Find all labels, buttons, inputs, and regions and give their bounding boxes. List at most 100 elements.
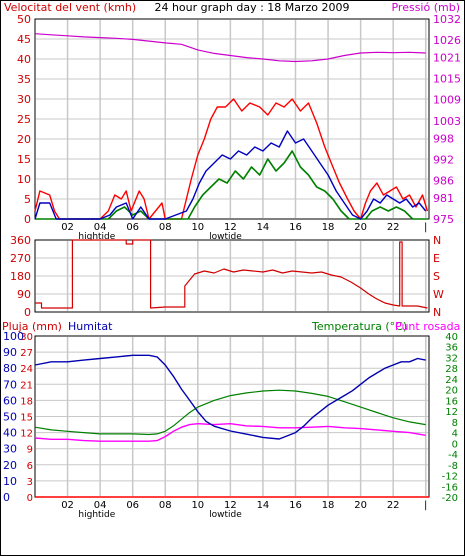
rain-tick-label: 0	[27, 493, 33, 504]
x-tick-label: 06	[126, 222, 139, 233]
humidity-panel-humidity-ticks: 0 10 20 30 40 50 60 70 80 90 100	[3, 330, 24, 504]
x-tick-label: 12	[224, 500, 237, 511]
pressure-tick-label: 998	[433, 132, 454, 145]
wind-avg-line	[34, 130, 427, 220]
temperature-tick-label: 20	[445, 386, 458, 397]
rain-tick-label: 18	[20, 396, 33, 407]
humidity-tick-label: 20	[3, 459, 17, 472]
temperature-tick-label: -16	[442, 482, 458, 493]
rain-tick-label: 12	[20, 429, 33, 440]
pressure-tick-label: 1015	[433, 73, 461, 86]
compass-tick-label: S	[433, 270, 440, 283]
temperature-tick-label: -8	[448, 461, 458, 472]
wind-speed-axis-title: Velocitat del vent (kmh)	[4, 1, 136, 14]
humidity-tick-label: 70	[3, 378, 17, 391]
temperature-line	[34, 389, 426, 436]
pressure-tick-label: 1021	[433, 52, 461, 65]
x-tick-label: 14	[257, 500, 270, 511]
humidity-tick-label: 30	[3, 443, 17, 456]
x-tick-label: 12	[224, 222, 237, 233]
tide-label: hightide	[78, 232, 115, 242]
humidity-tick-label: 90	[3, 346, 17, 359]
wind-speed-tick-label: 15	[17, 153, 31, 166]
wind-speed-tick-label: 35	[17, 73, 31, 86]
x-tick-label: 16	[289, 500, 302, 511]
wind-speed-tick-label: 0	[24, 213, 31, 226]
direction-tick-label: 360	[10, 234, 31, 247]
wind-speed-tick-label: 25	[17, 113, 31, 126]
direction-tick-label: 0	[24, 306, 31, 319]
compass-tick-label: N	[433, 234, 441, 247]
x-tick-label: 16	[289, 222, 302, 233]
humidity-panel-rain-ticks: 0 3 6 9 12 15 18 21 24 27 30	[20, 332, 33, 504]
x-tick-label: 02	[61, 500, 74, 511]
wind-speed-tick-label: 50	[17, 13, 31, 26]
tide-label: hightide	[78, 510, 115, 520]
pressure-tick-label: 975	[433, 213, 454, 226]
direction-tick-label: 90	[17, 288, 31, 301]
humidity-panel-grid	[36, 337, 428, 496]
wind-speed-tick-label: 40	[17, 53, 31, 66]
x-tick-label: 02	[61, 222, 74, 233]
temperature-tick-label: 40	[445, 332, 458, 343]
humidity-tick-label: 10	[3, 475, 17, 488]
x-tick-label: 14	[257, 222, 270, 233]
direction-tick-label: 270	[10, 252, 31, 265]
humidity-tick-label: 40	[3, 427, 17, 440]
wind-speed-tick-label: 10	[17, 173, 31, 186]
x-tick-label: 04	[94, 222, 107, 233]
x-tick-label: |	[424, 500, 427, 511]
temperature-tick-label: 36	[445, 343, 458, 354]
pressure-tick-label: 1026	[433, 34, 461, 47]
temperature-tick-label: 0	[452, 439, 458, 450]
humidity-axis-title: Humitat	[68, 320, 113, 333]
pressure-tick-label: 986	[433, 174, 454, 187]
rain-tick-label: 3	[27, 477, 33, 488]
x-tick-label: 22	[387, 222, 400, 233]
rain-tick-label: 24	[20, 364, 33, 375]
temperature-tick-label: 4	[452, 429, 458, 440]
wind-panel-grid	[36, 20, 428, 218]
rain-tick-label: 15	[20, 413, 33, 424]
humidity-panel-series	[34, 354, 429, 498]
pressure-line	[34, 33, 426, 63]
dewpoint-axis-title: Punt rosada	[395, 320, 460, 333]
rain-tick-label: 6	[27, 461, 33, 472]
temperature-tick-label: 24	[445, 375, 458, 386]
humidity-panel-x-ticks: 02 04 06 08 10 12 14 16 18 20 22 |	[61, 500, 427, 511]
compass-tick-label: W	[433, 288, 444, 301]
x-tick-label: 22	[387, 500, 400, 511]
x-tick-label: 18	[322, 500, 335, 511]
x-tick-label: 08	[159, 222, 172, 233]
temperature-tick-label: 28	[445, 364, 458, 375]
x-tick-label: 10	[191, 500, 204, 511]
x-tick-label: 10	[191, 222, 204, 233]
tide-label: lowtide	[209, 510, 242, 520]
wind-speed-tick-label: 45	[17, 33, 31, 46]
x-tick-label: |	[424, 222, 427, 233]
direction-panel-series	[35, 239, 428, 309]
humidity-tick-label: 100	[3, 330, 24, 343]
temperature-tick-label: -12	[442, 472, 458, 483]
temperature-tick-label: 12	[445, 407, 458, 418]
direction-panel-grid	[36, 241, 428, 311]
rain-axis-title: Pluja (mm)	[2, 320, 62, 333]
pressure-tick-label: 981	[433, 192, 454, 205]
chart-title: 24 hour graph day : 18 Marzo 2009	[154, 1, 349, 14]
compass-tick-label: E	[433, 252, 440, 265]
temperature-tick-label: -4	[448, 450, 458, 461]
direction-tick-label: 180	[10, 270, 31, 283]
pressure-tick-label: 1003	[433, 115, 461, 128]
humidity-panel-tide-labels: hightide lowtide	[78, 510, 242, 520]
temperature-tick-label: 16	[445, 396, 458, 407]
tide-label: lowtide	[209, 232, 242, 242]
rain-tick-label: 30	[20, 332, 33, 343]
wind-panel-series	[34, 33, 429, 220]
x-tick-label: 18	[322, 222, 335, 233]
wind-direction-line	[35, 239, 428, 309]
wind-speed-tick-label: 20	[17, 133, 31, 146]
x-tick-label: 20	[354, 222, 367, 233]
temperature-tick-label: -20	[442, 493, 458, 504]
